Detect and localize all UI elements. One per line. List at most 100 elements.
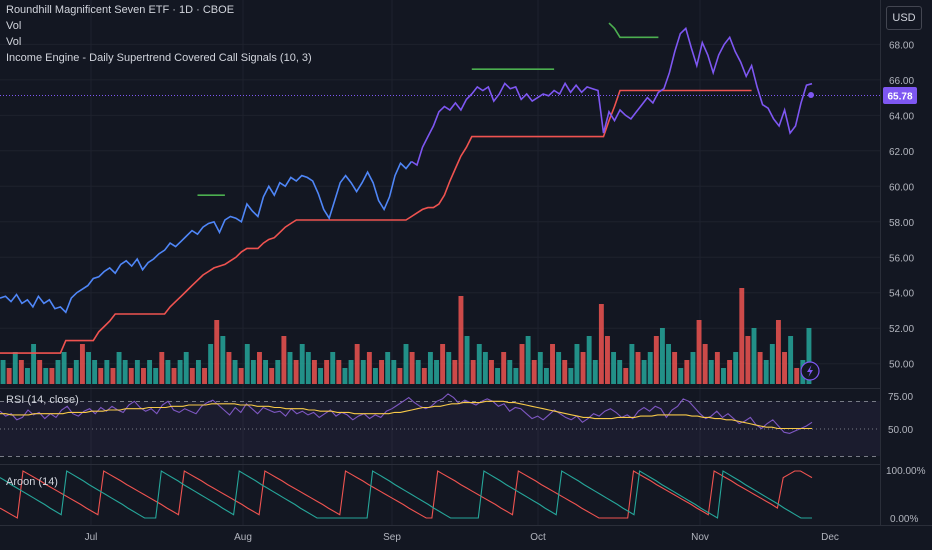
volume-bar: [189, 368, 195, 384]
volume-bar: [226, 352, 232, 384]
price-tick-label: 64.00: [889, 111, 914, 122]
volume-bars: [0, 288, 812, 384]
volume-bar: [605, 336, 610, 384]
volume-bar: [348, 360, 354, 384]
volume-bar: [305, 352, 311, 384]
rsi-tick-75: 75.00: [888, 392, 913, 403]
price-tick-label: 62.00: [889, 147, 914, 158]
volume-bar: [592, 360, 598, 384]
volume-bar: [379, 360, 385, 384]
price-series-line: [411, 26, 813, 167]
volume-bar: [415, 360, 421, 384]
volume-bar: [330, 352, 336, 384]
volume-bar: [232, 360, 238, 384]
volume-bar: [696, 320, 702, 384]
volume-bar: [293, 360, 299, 384]
volume-bar: [721, 368, 726, 384]
last-price-dot: [808, 92, 814, 98]
volume-bar: [257, 352, 262, 384]
currency-button[interactable]: USD: [886, 6, 922, 30]
volume-bar: [0, 360, 6, 384]
volume-bar: [165, 360, 171, 384]
rsi-tick-50: 50.00: [888, 425, 913, 436]
volume-bar: [452, 360, 458, 384]
volume-bar: [397, 368, 403, 384]
volume-bar: [373, 368, 378, 384]
volume-bar: [501, 352, 507, 384]
alert-icon[interactable]: [800, 361, 820, 381]
volume-bar: [757, 352, 763, 384]
grid-lines: [0, 0, 880, 525]
volume-bar: [458, 296, 464, 384]
volume-bar: [12, 352, 18, 384]
volume-bar: [324, 360, 330, 384]
volume-bar: [37, 360, 43, 384]
volume-bar: [598, 304, 604, 384]
volume-bar: [86, 352, 91, 384]
indicator-vol-1[interactable]: Vol: [6, 20, 22, 32]
price-tick-label: 50.00: [889, 360, 914, 371]
volume-bar: [171, 368, 177, 384]
aroon-down-line: [0, 470, 812, 519]
volume-bar: [543, 368, 549, 384]
volume-bar: [470, 360, 476, 384]
volume-bar: [79, 344, 85, 384]
volume-bar: [336, 360, 342, 384]
volume-bar: [153, 368, 159, 384]
volume-bar: [360, 360, 366, 384]
volume-bar: [574, 344, 580, 384]
price-line: [0, 26, 813, 314]
volume-bar: [61, 352, 67, 384]
volume-bar: [629, 344, 635, 384]
volume-bar: [702, 344, 708, 384]
volume-bar: [122, 360, 128, 384]
volume-bar: [220, 336, 226, 384]
volume-bar: [550, 344, 555, 384]
price-tick-label: 60.00: [889, 182, 914, 193]
chart-title[interactable]: Roundhill Magnificent Seven ETF · 1D · C…: [6, 4, 235, 16]
month-label: Aug: [234, 532, 252, 543]
volume-bar: [147, 360, 153, 384]
volume-bar: [104, 360, 110, 384]
volume-bar: [623, 368, 629, 384]
rsi-line: [0, 393, 813, 434]
volume-bar: [250, 360, 256, 384]
time-axis[interactable]: Jul Aug Sep Oct Nov Dec: [85, 532, 839, 543]
volume-bar: [202, 368, 207, 384]
volume-bar: [635, 352, 641, 384]
rsi-lines: [0, 393, 813, 434]
aroon-tick-0: 0.00%: [890, 514, 918, 525]
indicator-supertrend[interactable]: Income Engine - Daily Supertrend Covered…: [6, 52, 312, 64]
volume-bar: [653, 336, 659, 384]
volume-bar: [311, 360, 317, 384]
indicator-vol-2[interactable]: Vol: [6, 36, 22, 48]
volume-bar: [476, 344, 482, 384]
volume-bar: [49, 368, 55, 384]
volume-bar: [177, 360, 183, 384]
volume-bar: [537, 352, 543, 384]
volume-bar: [440, 344, 446, 384]
volume-bar: [495, 368, 501, 384]
volume-bar: [366, 352, 372, 384]
volume-bar: [214, 320, 220, 384]
volume-bar: [714, 352, 720, 384]
volume-bar: [769, 344, 775, 384]
volume-bar: [690, 352, 696, 384]
volume-bar: [739, 288, 745, 384]
volume-bar: [751, 328, 757, 384]
volume-bar: [568, 368, 574, 384]
volume-bar: [708, 360, 714, 384]
price-axis[interactable]: 50.00 52.00 54.00 56.00 58.00 60.00 62.00 64.00…: [889, 40, 914, 370]
month-label: Oct: [530, 532, 546, 543]
price-tick-label: 58.00: [889, 218, 914, 229]
volume-bar: [269, 368, 275, 384]
volume-bar: [763, 360, 769, 384]
volume-bar: [775, 320, 781, 384]
price-tick-label: 52.00: [889, 324, 914, 335]
volume-bar: [299, 344, 305, 384]
volume-bar: [238, 368, 244, 384]
volume-bar: [263, 360, 269, 384]
volume-bar: [342, 368, 348, 384]
